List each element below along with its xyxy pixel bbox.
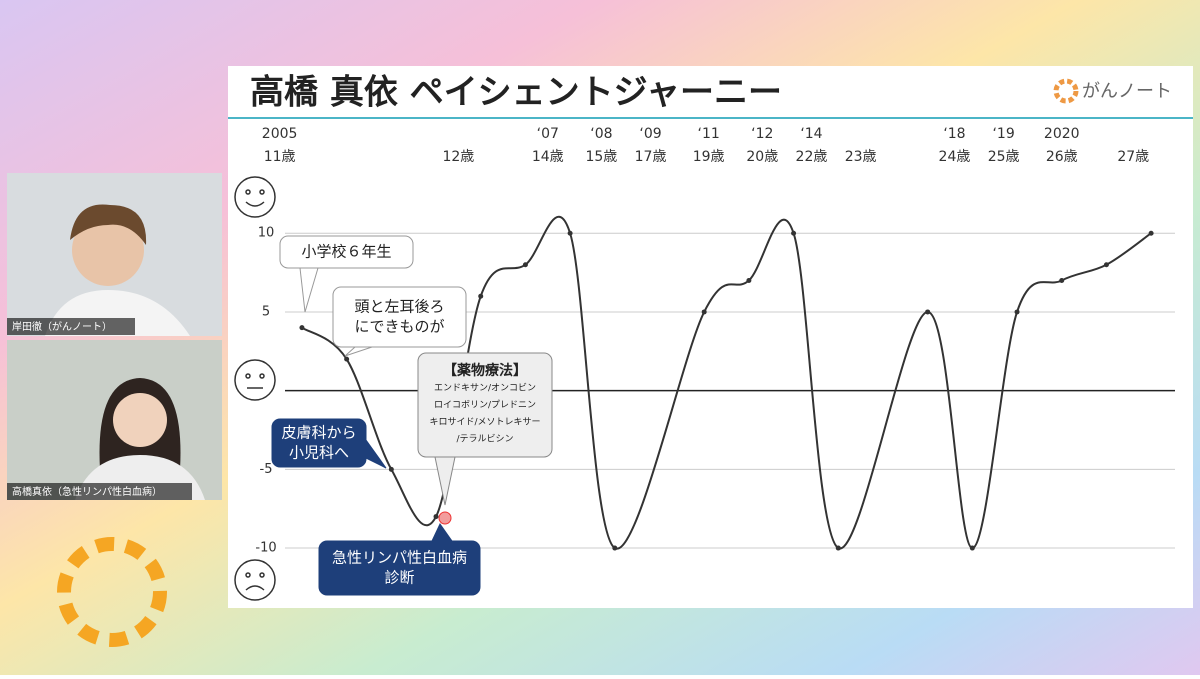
bubble-tail: [434, 456, 456, 506]
annotation-text: にできものが: [354, 318, 444, 336]
logo-mark: [1053, 78, 1079, 104]
point: [478, 293, 484, 299]
y-tick-label: 10: [258, 226, 275, 241]
chart-title: 高橋 真依 ペイシェントジャーニー: [250, 73, 782, 113]
annotation-text: 急性リンパ性白血病: [332, 549, 467, 567]
annotation-text: 【薬物療法】: [443, 362, 527, 379]
avatar: [72, 214, 144, 286]
point: [344, 356, 350, 362]
annotation-text: ロイコボリン/プレドニン: [434, 400, 536, 411]
bubble-tail: [299, 267, 319, 313]
cursor: [438, 511, 452, 525]
age-label: 24歳: [939, 149, 971, 165]
year-label: ‘19: [992, 126, 1014, 142]
age-label: 25歳: [988, 149, 1020, 165]
point: [835, 545, 841, 551]
bubble: [417, 352, 553, 458]
point: [746, 277, 752, 283]
age-label: 27歳: [1117, 149, 1149, 165]
age-label: 19歳: [693, 149, 725, 165]
annotation-text: 皮膚科から: [281, 424, 356, 442]
point: [388, 466, 394, 472]
point: [433, 514, 439, 520]
bubble: [279, 235, 414, 269]
annotation-text: 診断: [384, 569, 414, 587]
point: [701, 309, 707, 315]
point: [522, 262, 528, 268]
ring-logo: [57, 537, 167, 647]
bubble-tail: [431, 523, 453, 542]
bubble-tail: [365, 439, 387, 469]
name-plate: [7, 318, 135, 335]
y-tick-label: 5: [262, 304, 270, 319]
annotation-text: 頭と左耳後ろ: [354, 298, 444, 316]
point: [612, 545, 618, 551]
age-label: 14歳: [532, 149, 564, 165]
point: [299, 325, 305, 331]
age-label: 17歳: [635, 149, 667, 165]
hair: [70, 204, 147, 245]
bubble: [332, 286, 467, 348]
annotation-text: エンドキサン/オンコビン: [434, 383, 536, 394]
age-label: 22歳: [796, 149, 828, 165]
annotation-text: /テラルビシン: [456, 434, 513, 445]
year-label: ‘09: [639, 126, 661, 142]
year-label: ‘18: [943, 126, 965, 142]
point: [925, 309, 931, 315]
point: [969, 545, 975, 551]
avatar: [113, 393, 167, 447]
age-label: 15歳: [585, 149, 617, 165]
year-label: 2005: [262, 126, 298, 142]
age-label: 20歳: [746, 149, 778, 165]
year-label: ‘12: [751, 126, 773, 142]
year-label: ‘14: [800, 126, 822, 142]
annotation-text: キロサイド/メソトレキサー: [429, 417, 540, 428]
logo-text: がんノート: [1082, 81, 1172, 102]
point: [1014, 309, 1020, 315]
bubble: [271, 418, 367, 468]
bubble-tail: [344, 346, 373, 357]
faces: [234, 176, 276, 601]
participant-name: 岸田徹（がんノート）: [12, 320, 112, 333]
point: [1059, 277, 1065, 283]
age-label: 26歳: [1046, 149, 1078, 165]
participant-name: 高橋真依（急性リンパ性白血病）: [12, 485, 162, 498]
annotation-text: 小学校６年生: [301, 243, 391, 261]
point: [1148, 230, 1154, 236]
year-label: ‘08: [590, 126, 612, 142]
point: [1103, 262, 1109, 268]
point: [567, 230, 573, 236]
point: [791, 230, 797, 236]
bubble: [318, 540, 481, 596]
age-label: 12歳: [442, 149, 474, 165]
year-label: ‘07: [537, 126, 559, 142]
year-label: ‘11: [698, 126, 720, 142]
annotation-text: 小児科へ: [289, 444, 349, 462]
age-label: 23歳: [845, 149, 877, 165]
name-plate: [7, 483, 192, 500]
age-label: 11歳: [264, 149, 296, 165]
year-label: 2020: [1044, 126, 1080, 142]
y-tick-label: -5: [260, 462, 273, 477]
y-tick-label: -10: [255, 541, 276, 556]
